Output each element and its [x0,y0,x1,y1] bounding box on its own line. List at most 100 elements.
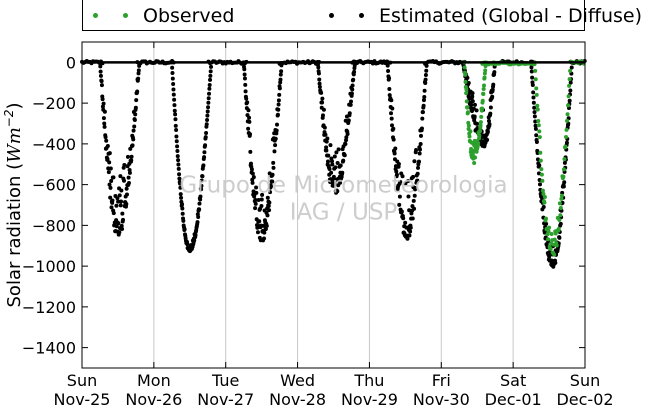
data-point-estimated [532,114,537,119]
data-point-estimated [490,87,495,92]
data-point-estimated [531,90,536,95]
data-point-observed [546,237,551,242]
data-point-estimated [198,197,203,202]
data-point-estimated [317,81,322,86]
data-point-estimated [276,102,281,107]
data-point-estimated [424,68,429,73]
x-tick-label-day: Fri [432,371,451,390]
data-point-observed [538,158,543,163]
data-point-estimated [491,82,496,87]
data-point-estimated [415,178,420,183]
data-point-observed [537,135,542,140]
data-point-estimated [270,179,275,184]
data-point-estimated [181,218,186,223]
data-point-estimated [265,213,270,218]
data-point-estimated [178,185,183,190]
data-point-observed [561,167,566,172]
data-point-estimated [105,157,110,162]
data-point-estimated [175,144,180,149]
data-point-observed [567,83,572,88]
data-point-observed [464,87,469,92]
data-point-observed [546,229,551,234]
data-point-estimated [332,154,337,159]
data-point-estimated [470,91,475,96]
data-point-estimated [248,161,253,166]
data-point-estimated [207,86,212,91]
data-point-estimated [253,197,258,202]
data-point-estimated [267,208,272,213]
data-point-estimated [263,226,268,231]
data-point-estimated [418,133,423,138]
data-point-estimated [136,68,141,73]
data-point-estimated [421,103,426,108]
data-point-estimated [326,153,331,158]
data-point-estimated [195,220,200,225]
data-point-observed [464,99,469,104]
data-point-estimated [98,69,103,74]
data-point-estimated [121,217,126,222]
data-point-estimated [419,126,424,131]
data-point-estimated [347,111,352,116]
data-point-estimated [205,118,210,123]
data-point-observed [540,188,545,193]
data-point-estimated [115,196,120,201]
x-tick-label-day: Wed [280,371,315,390]
data-point-estimated [172,108,177,113]
data-point-observed [566,94,571,99]
data-point-estimated [120,211,125,216]
data-point-estimated [487,122,492,127]
data-point-estimated [203,143,208,148]
data-point-estimated [111,211,116,216]
data-point-estimated [193,233,198,238]
data-point-observed [477,128,482,133]
data-point-estimated [569,65,574,70]
y-tick-label: −400 [32,135,76,154]
data-point-estimated [98,64,103,69]
data-point-estimated [324,148,329,153]
data-point-observed [467,134,472,139]
data-point-estimated [206,105,211,110]
data-point-estimated [465,75,470,80]
data-point-estimated [470,99,475,104]
data-point-observed [482,75,487,80]
data-point-estimated [421,98,426,103]
data-point-estimated [530,75,535,80]
data-point-estimated [387,76,392,81]
data-point-estimated [276,98,281,103]
data-point-observed [559,196,564,201]
data-point-estimated [324,145,329,150]
data-point-estimated [418,141,423,146]
data-point-observed [535,107,540,112]
data-point-estimated [322,125,327,130]
data-point-estimated [350,87,355,92]
data-point-estimated [350,83,355,88]
data-point-observed [533,68,538,73]
data-point-estimated [102,121,107,126]
data-point-estimated [275,112,280,117]
y-tick-label: −600 [32,176,76,195]
data-point-estimated [532,105,537,110]
data-point-estimated [348,102,353,107]
data-point-estimated [410,216,415,221]
data-point-estimated [394,172,399,177]
data-point-estimated [199,183,204,188]
data-point-estimated [553,260,558,265]
data-point-observed [476,141,481,146]
data-point-estimated [417,159,422,164]
data-point-estimated [534,139,539,144]
data-point-estimated [342,153,347,158]
legend-item-estimated: Estimated (Global - Diffuse) [325,4,642,28]
data-point-estimated [325,136,330,141]
data-point-estimated [414,147,419,152]
data-point-observed [463,79,468,84]
data-point-estimated [170,76,175,81]
y-axis: 0 −200 −400 −600 −800 −1000 −1200 −1400 [22,53,585,358]
data-point-estimated [407,208,412,213]
data-point-observed [558,213,563,218]
data-point-estimated [267,200,272,205]
data-point-estimated [180,206,185,211]
data-point-estimated [192,238,197,243]
data-point-observed [552,252,557,257]
data-point-estimated [175,148,180,153]
data-point-estimated [251,175,256,180]
